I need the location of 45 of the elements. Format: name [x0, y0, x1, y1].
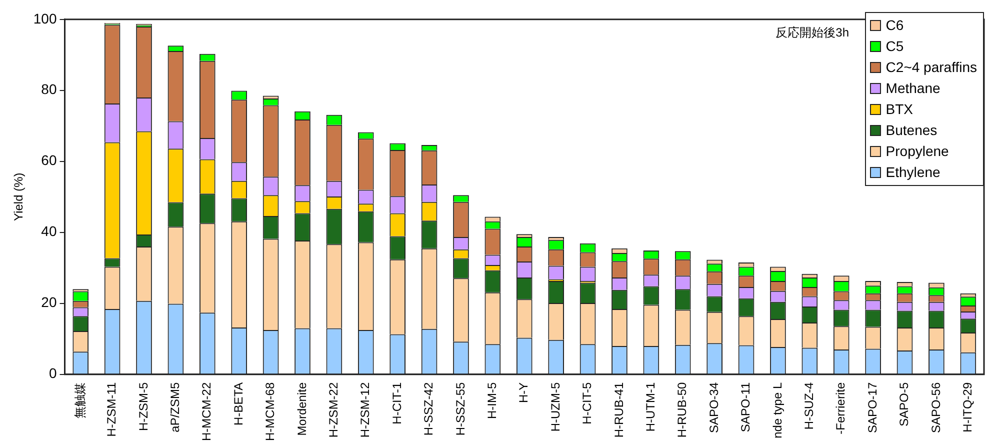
legend-label: C5	[886, 37, 904, 56]
x-tick-label: H-SSZ-55	[453, 382, 468, 436]
x-tick-label: H-MCM-22	[200, 382, 214, 442]
legend-label: Ethylene	[886, 163, 940, 182]
legend-label: Butenes	[886, 121, 938, 140]
x-tick-label: H-UZM-5	[548, 382, 562, 432]
x-tick-label: H-CIT-1	[390, 382, 404, 424]
y-axis-title: Yield (%)	[12, 172, 26, 221]
x-tick-label: -Ferrierite	[834, 382, 848, 434]
x-tick-label: SAPO-11	[738, 382, 753, 432]
y-tick-label: 60	[41, 152, 57, 168]
x-tick-label: SAPO-5	[897, 382, 912, 426]
x-tick-label: Mordenite	[294, 382, 309, 436]
y-tick-label: 0	[48, 365, 57, 382]
x-tick-label: H-CIT-5	[580, 382, 594, 424]
x-tick-label: H-ITQ-29	[960, 382, 974, 432]
x-tick-label: SAPO-34	[706, 382, 721, 434]
x-tick-label: H-Y	[516, 382, 531, 404]
x-tick-label: H-SSZ-42	[422, 382, 436, 436]
legend-label: BTX	[886, 100, 914, 119]
y-tick-label: 40	[41, 223, 57, 240]
y-tick-label: 100	[33, 10, 57, 26]
x-tick-label: SAPO-56	[928, 382, 943, 434]
x-tick-label: H-ZSM-5	[136, 382, 150, 432]
x-tick-label: H-MCM-68	[263, 382, 278, 442]
legend-label: Methane	[886, 79, 940, 98]
x-tick-label: H-IM-5	[484, 382, 499, 420]
legend-label: C2~4 paraffins	[886, 58, 977, 77]
x-tick-label: nde type L	[770, 382, 784, 438]
x-tick-label: 無触媒	[72, 382, 87, 418]
legend-label: Propylene	[886, 142, 949, 161]
x-tick-label: H-RUB-50	[675, 382, 690, 438]
x-tick-label: aP/ZSM5	[168, 382, 182, 432]
x-tick-label: H-RUB-41	[612, 382, 626, 438]
x-tick-label: H-SUZ-4	[802, 382, 816, 430]
x-tick-label: H-ZSM-22	[326, 382, 341, 438]
x-tick-label: H-UTM-1	[643, 382, 658, 432]
x-tick-label: SAPO-17	[865, 382, 880, 434]
y-tick-label: 20	[41, 294, 57, 310]
x-tick-label: H-BETA	[231, 382, 246, 426]
x-tick-label: H-ZSM-12	[358, 382, 372, 438]
x-tick-label: H-ZSM-11	[104, 382, 119, 437]
annotation: 反応開始後3h	[776, 26, 849, 40]
y-tick-label: 80	[41, 81, 57, 98]
legend-label: C6	[886, 16, 904, 35]
